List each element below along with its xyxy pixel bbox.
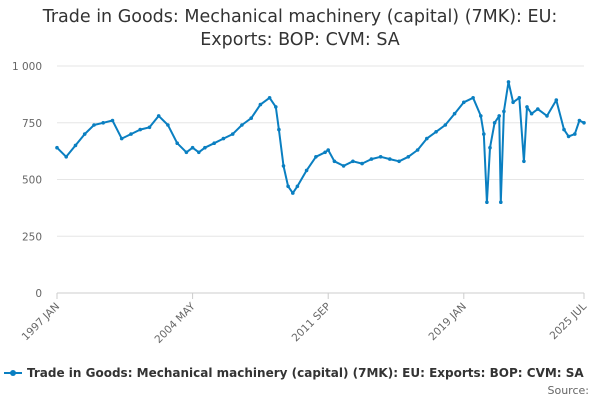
data-point-0-59[interactable]: [506, 80, 511, 84]
data-point-0-50[interactable]: [471, 96, 475, 100]
data-point-0-69[interactable]: [566, 134, 571, 139]
data-point-0-52[interactable]: [482, 132, 486, 136]
data-point-0-54[interactable]: [488, 145, 492, 150]
data-point-0-38[interactable]: [360, 161, 364, 166]
x-tick-label-2: 2011 SEP: [290, 301, 334, 345]
data-point-0-13[interactable]: [175, 141, 179, 145]
data-point-0-29[interactable]: [291, 191, 295, 195]
data-point-0-19[interactable]: [221, 136, 226, 141]
chart-title-line-2: Exports: BOP: CVM: SA: [200, 30, 400, 50]
data-point-0-62[interactable]: [522, 159, 526, 164]
data-point-0-67[interactable]: [554, 98, 559, 102]
y-tick-label-2: 500: [22, 175, 42, 187]
data-point-0-63[interactable]: [525, 105, 529, 109]
y-tick-label-4: 1 000: [12, 61, 42, 73]
data-point-0-15[interactable]: [190, 145, 195, 150]
data-point-0-53[interactable]: [485, 200, 489, 204]
data-point-0-60[interactable]: [511, 100, 515, 105]
data-point-0-36[interactable]: [341, 164, 346, 168]
data-point-0-30[interactable]: [295, 184, 300, 189]
data-point-0-40[interactable]: [378, 155, 383, 159]
data-point-0-7[interactable]: [119, 136, 124, 141]
data-point-0-68[interactable]: [562, 127, 566, 132]
data-point-0-66[interactable]: [545, 114, 549, 118]
data-point-0-1[interactable]: [64, 155, 68, 159]
data-point-0-56[interactable]: [497, 114, 502, 118]
x-axis: 1997 JAN 2004 MAY 2011 SEP 2019 JAN 2025 JUL: [20, 292, 590, 346]
data-point-0-22[interactable]: [249, 116, 253, 120]
legend[interactable]: Trade in Goods: Mechanical machinery (ca…: [4, 366, 584, 380]
data-point-0-5[interactable]: [101, 121, 105, 125]
series-line-0: [56, 80, 585, 204]
legend-label: Trade in Goods: Mechanical machinery (ca…: [27, 366, 584, 380]
data-point-0-43[interactable]: [406, 155, 411, 159]
x-tick-label-3: 2019 JAN: [426, 301, 468, 343]
data-point-0-14[interactable]: [184, 150, 189, 155]
data-point-0-33[interactable]: [323, 150, 327, 155]
series-group: [55, 80, 586, 204]
data-point-0-61[interactable]: [517, 96, 522, 100]
data-point-0-35[interactable]: [332, 159, 337, 164]
data-point-0-0[interactable]: [55, 145, 59, 150]
data-point-0-58[interactable]: [502, 109, 506, 114]
data-point-0-3[interactable]: [82, 132, 87, 136]
data-point-0-48[interactable]: [452, 111, 457, 116]
data-point-0-57[interactable]: [499, 200, 503, 204]
data-point-0-8[interactable]: [129, 132, 133, 136]
data-point-0-31[interactable]: [304, 168, 309, 173]
data-point-0-17[interactable]: [203, 145, 207, 150]
chart-title: Trade in Goods: Mechanical machinery (ca…: [0, 6, 600, 52]
data-point-0-23[interactable]: [258, 102, 263, 107]
data-point-0-70[interactable]: [573, 132, 577, 136]
y-tick-label-3: 750: [22, 118, 42, 130]
data-point-0-49[interactable]: [462, 100, 466, 105]
y-axis: 0 250 500 750 1 000: [12, 61, 42, 300]
data-point-0-42[interactable]: [397, 159, 401, 164]
data-point-0-51[interactable]: [479, 114, 483, 118]
y-tick-label-0: 0: [35, 288, 42, 300]
data-point-0-20[interactable]: [230, 132, 235, 136]
data-point-0-4[interactable]: [92, 123, 96, 127]
data-point-0-16[interactable]: [197, 150, 201, 155]
data-point-0-34[interactable]: [326, 148, 331, 152]
data-point-0-9[interactable]: [138, 127, 142, 132]
data-point-0-12[interactable]: [166, 123, 170, 127]
data-point-0-28[interactable]: [286, 184, 290, 189]
x-tick-label-4: 2025 JUL: [548, 301, 590, 343]
y-tick-label-1: 250: [22, 231, 42, 243]
data-point-0-26[interactable]: [277, 127, 281, 132]
data-point-0-45[interactable]: [425, 136, 429, 141]
data-point-0-10[interactable]: [147, 125, 152, 130]
data-point-0-27[interactable]: [281, 164, 286, 168]
data-point-0-37[interactable]: [351, 159, 355, 164]
x-tick-label-0: 1997 JAN: [20, 301, 62, 343]
data-point-0-64[interactable]: [529, 111, 534, 116]
data-point-0-39[interactable]: [369, 157, 374, 161]
data-point-0-18[interactable]: [212, 141, 216, 145]
data-point-0-46[interactable]: [434, 130, 438, 134]
data-point-0-47[interactable]: [443, 123, 448, 127]
data-point-0-24[interactable]: [267, 96, 272, 100]
data-point-0-71[interactable]: [577, 118, 582, 123]
data-point-0-2[interactable]: [73, 143, 78, 148]
data-point-0-55[interactable]: [492, 121, 497, 125]
data-point-0-6[interactable]: [110, 118, 115, 123]
data-point-0-32[interactable]: [314, 155, 318, 159]
data-point-0-21[interactable]: [240, 123, 244, 127]
data-point-0-72[interactable]: [582, 121, 586, 125]
data-point-0-65[interactable]: [536, 107, 540, 111]
source-label: Source:: [548, 384, 590, 397]
data-point-0-11[interactable]: [156, 114, 161, 118]
legend-marker-swatch: [10, 370, 16, 376]
chart-title-line-1: Trade in Goods: Mechanical machinery (ca…: [42, 7, 558, 27]
data-point-0-41[interactable]: [388, 157, 392, 161]
x-tick-label-1: 2004 MAY: [153, 300, 199, 346]
data-point-0-44[interactable]: [415, 148, 420, 152]
data-point-0-25[interactable]: [274, 105, 278, 109]
